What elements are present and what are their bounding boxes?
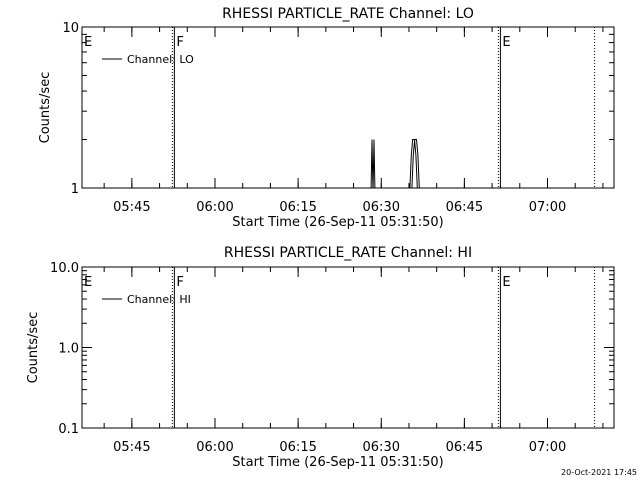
- x-axis-label: Start Time (26-Sep-11 05:31:50): [232, 215, 443, 230]
- x-tick-label: 06:00: [196, 440, 233, 455]
- chart-panel-1: RHESSI PARTICLE_RATE Channel: LO 1 10 05:45…: [38, 6, 615, 230]
- marker-label: E: [84, 275, 92, 290]
- plot-frame: [81, 26, 615, 189]
- chart-panel-2: RHESSI PARTICLE_RATE Channel: HI 0.1 1.0 10…: [26, 245, 615, 470]
- x-tick-label: 06:45: [446, 200, 483, 215]
- y-axis-label: Counts/sec: [26, 312, 41, 384]
- marker-label: E: [84, 35, 92, 50]
- y-tick-label: 1: [71, 182, 79, 197]
- x-tick-label: 06:30: [363, 200, 400, 215]
- footer-timestamp: 20-Oct-2021 17:45: [561, 468, 637, 477]
- x-axis-label: Start Time (26-Sep-11 05:31:50): [232, 455, 443, 470]
- y-axis-label: Counts/sec: [38, 72, 53, 144]
- legend-entry: Channel: LO: [127, 53, 194, 66]
- chart-title: RHESSI PARTICLE_RATE Channel: LO: [222, 6, 474, 22]
- series-line-shadow: [372, 139, 420, 189]
- legend-entry: Channel: HI: [127, 293, 191, 306]
- x-tick-label: 05:45: [113, 440, 150, 455]
- x-tick-label: 05:45: [113, 200, 150, 215]
- y-tick-label: 0.1: [58, 422, 79, 437]
- chart-title: RHESSI PARTICLE_RATE Channel: HI: [224, 245, 472, 261]
- x-tick-label: 06:30: [363, 440, 400, 455]
- x-tick-label: 07:00: [529, 440, 566, 455]
- marker-label: F: [176, 275, 183, 290]
- x-tick-label: 06:00: [196, 200, 233, 215]
- y-tick-label: 10: [62, 21, 79, 36]
- series-line: [370, 139, 418, 189]
- y-tick-label: 10.0: [50, 261, 79, 276]
- x-tick-label: 06:15: [279, 200, 316, 215]
- marker-label: F: [176, 35, 183, 50]
- x-tick-label: 07:00: [529, 200, 566, 215]
- x-tick-label: 06:45: [446, 440, 483, 455]
- marker-label: E: [502, 275, 510, 290]
- marker-label: E: [502, 35, 510, 50]
- x-tick-label: 06:15: [279, 440, 316, 455]
- y-tick-label: 1.0: [58, 342, 79, 357]
- plot-frame: [81, 266, 615, 429]
